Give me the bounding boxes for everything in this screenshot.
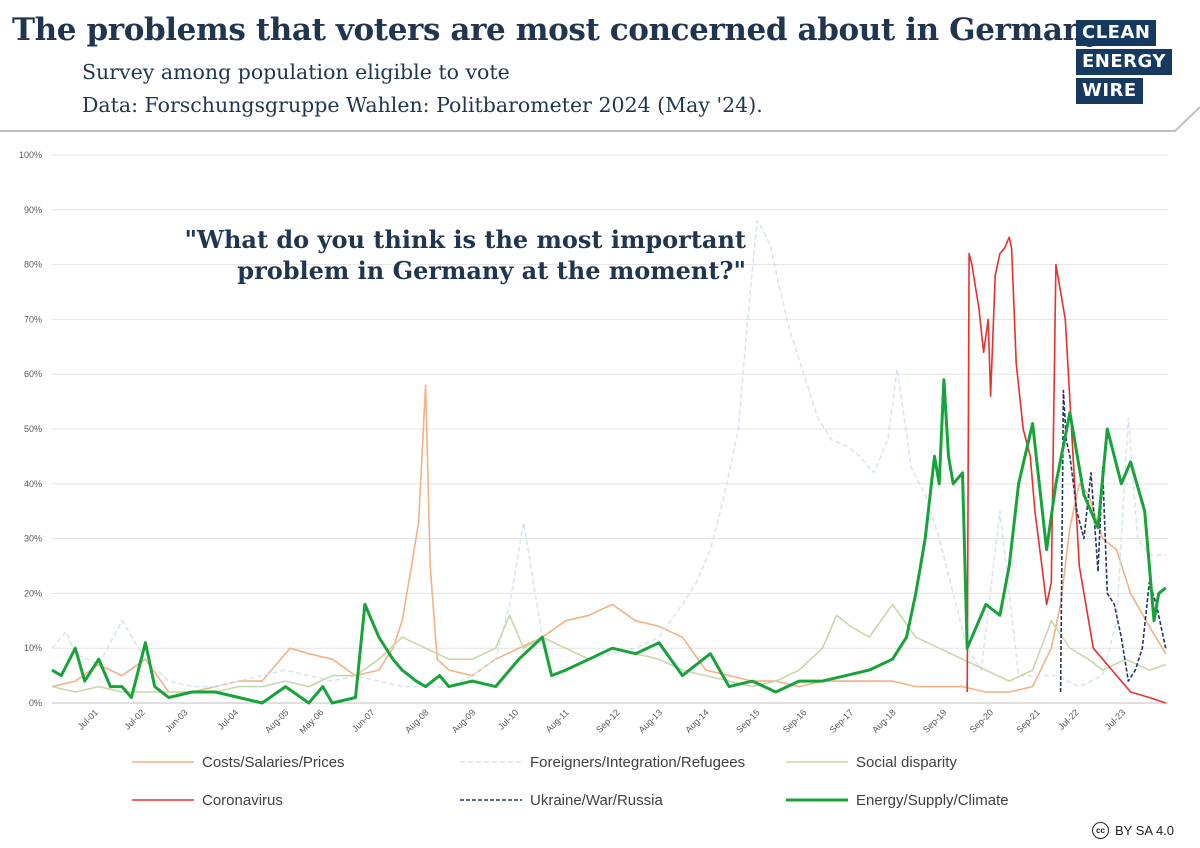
x-tick-label: Aug-09 (450, 707, 478, 735)
legend-swatch (460, 761, 522, 763)
line-chart: 0% 10% 20% 30% 40% 50% 60% 70% 80% 90% 100% Jul-01… (19, 150, 1168, 736)
series-line-costs-salaries-prices (51, 384, 1167, 693)
license-badge: cc BY SA 4.0 (1092, 822, 1174, 839)
x-tick-label: Aug-08 (403, 707, 431, 735)
x-tick-label: Aug-14 (683, 707, 711, 735)
x-tick-label: Sep-15 (734, 707, 762, 735)
y-tick-label: 20% (24, 588, 42, 598)
legend-label: Energy/Supply/Climate (856, 791, 1009, 809)
legend-label: Foreigners/Integration/Refugees (530, 753, 746, 771)
y-tick-label: 60% (24, 369, 42, 379)
logo-line-wire: WIRE (1076, 78, 1143, 104)
x-axis-ticks: Jul-01 Jul-02 Jun-03 Jul-04 Aug-05 May-06 Jun-… (76, 707, 1128, 735)
legend-label: Coronavirus (202, 791, 283, 809)
y-tick-label: 0% (29, 698, 42, 708)
chart-subtitle: Survey among population eligible to vote (82, 60, 510, 84)
series-line-ukraine-war-russia (1059, 389, 1167, 693)
x-tick-label: Aug-05 (263, 707, 291, 735)
x-tick-label: Aug-13 (637, 707, 665, 735)
legend-label: Costs/Salaries/Prices (202, 753, 345, 771)
legend-item-coronavirus: Coronavirus (132, 790, 283, 810)
series-line-coronavirus (966, 236, 1166, 704)
series-line-foreigners-integration-refugees (51, 220, 1166, 688)
legend-item-social-disparity: Social disparity (786, 752, 957, 772)
x-tick-label: Jul-10 (496, 707, 520, 731)
x-tick-label: Jul-02 (122, 707, 146, 731)
x-tick-label: Jul-04 (216, 707, 240, 731)
legend-item-foreigners-integration-refugees: Foreigners/Integration/Refugees (460, 752, 745, 772)
y-tick-label: 80% (24, 260, 42, 270)
x-tick-label: May-06 (297, 707, 325, 735)
x-tick-label: Sep-21 (1014, 707, 1042, 735)
legend-label: Ukraine/War/Russia (530, 791, 663, 809)
x-tick-label: Jun-07 (350, 707, 377, 734)
x-tick-label: Sep-20 (968, 707, 996, 735)
series-line-energy-supply-climate (51, 378, 1167, 705)
clean-energy-wire-logo: CLEAN ENERGY WIRE (1076, 20, 1172, 107)
x-tick-label: Sep-12 (594, 707, 622, 735)
legend-item-costs-salaries-prices: Costs/Salaries/Prices (132, 752, 345, 772)
logo-line-clean: CLEAN (1076, 20, 1157, 46)
legend-item-ukraine-war-russia: Ukraine/War/Russia (460, 790, 663, 810)
legend-swatch (786, 761, 848, 763)
legend-swatch (132, 799, 194, 801)
y-tick-label: 50% (24, 424, 42, 434)
y-tick-label: 40% (24, 479, 42, 489)
y-axis-ticks: 0% 10% 20% 30% 40% 50% 60% 70% 80% 90% 100% (19, 150, 42, 708)
legend-label: Social disparity (856, 753, 957, 771)
x-tick-label: Jun-03 (163, 707, 190, 734)
y-tick-label: 70% (24, 314, 42, 324)
data-source: Data: Forschungsgruppe Wahlen: Politbaro… (82, 93, 763, 117)
cc-icon: cc (1092, 822, 1109, 839)
logo-line-energy: ENERGY (1076, 49, 1172, 75)
y-tick-label: 30% (24, 534, 42, 544)
chart-title: The problems that voters are most concer… (12, 12, 1110, 48)
gridlines (52, 154, 1168, 704)
x-tick-label: Sep-17 (828, 707, 856, 735)
license-text: BY SA 4.0 (1115, 823, 1175, 838)
legend-item-energy-supply-climate: Energy/Supply/Climate (786, 790, 1009, 810)
y-tick-label: 10% (24, 643, 42, 653)
x-tick-label: Aug-11 (544, 707, 571, 734)
x-tick-label: Aug-18 (870, 707, 898, 735)
y-tick-label: 90% (24, 205, 42, 215)
survey-question: "What do you think is the most important… (184, 225, 746, 285)
x-tick-label: Jul-01 (76, 707, 100, 731)
legend-swatch (132, 761, 194, 763)
x-tick-label: Sep-16 (781, 707, 809, 735)
x-tick-label: Jul-22 (1056, 707, 1080, 731)
x-tick-label: Jul-23 (1103, 707, 1127, 731)
series-lines (51, 220, 1167, 705)
y-tick-label: 100% (19, 150, 42, 160)
legend-swatch (460, 799, 522, 801)
legend-swatch (786, 798, 848, 802)
x-tick-label: Sep-19 (921, 707, 949, 735)
